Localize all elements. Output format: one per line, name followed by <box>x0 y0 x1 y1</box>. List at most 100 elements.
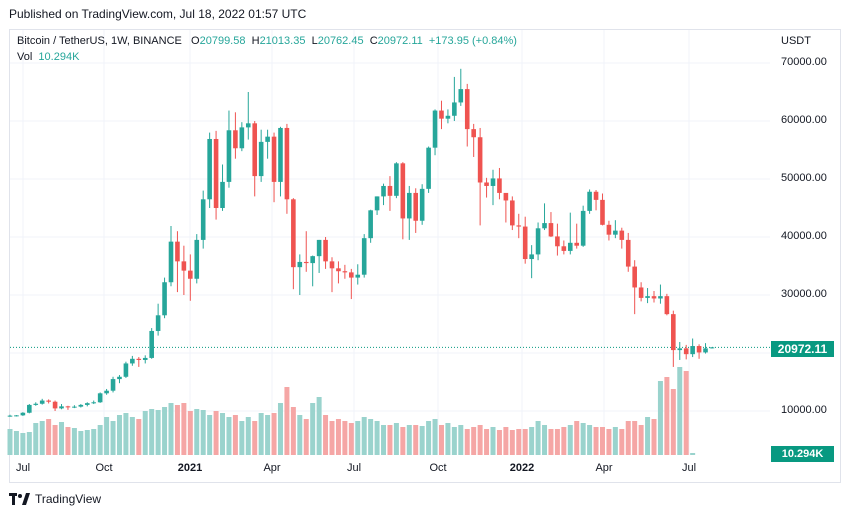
volume-bar <box>7 429 13 455</box>
price-tick-label: 40000.00 <box>781 230 827 242</box>
volume-bar <box>438 425 444 455</box>
volume-bar <box>670 389 676 455</box>
candle-body <box>510 200 515 226</box>
candle-body <box>374 196 380 211</box>
volume-bar <box>529 427 535 455</box>
candle-body <box>413 192 419 221</box>
volume-bar <box>194 409 200 455</box>
volume-bar <box>664 377 670 455</box>
candle-body <box>632 266 637 288</box>
volume-bar <box>97 425 103 455</box>
volume-bar <box>129 417 135 455</box>
candle-body <box>149 330 154 358</box>
candle-body <box>561 246 567 251</box>
change-value: +173.95 (+0.84%) <box>428 35 517 47</box>
symbol-name: Bitcoin / TetherUS, 1W, BINANCE <box>17 35 182 47</box>
volume-bar <box>316 397 322 455</box>
volume-bar <box>290 407 296 455</box>
volume-bar <box>84 430 90 455</box>
volume-bar <box>277 403 283 455</box>
price-tick-label: 60000.00 <box>781 114 827 126</box>
volume-bar <box>567 425 573 455</box>
candle-body <box>355 274 361 278</box>
candle-body <box>593 191 599 200</box>
candle-body <box>484 182 489 186</box>
volume-bar <box>116 415 122 455</box>
open-value: 20799.58 <box>199 35 246 47</box>
candle-body <box>381 185 386 197</box>
time-tick-label: Oct <box>429 462 447 474</box>
volume-bar <box>484 429 490 455</box>
volume-bar <box>464 429 470 455</box>
candle-body <box>130 358 135 364</box>
volume-bar <box>645 417 651 455</box>
candle-body <box>606 224 612 235</box>
volume-bar <box>355 421 361 455</box>
candle-body <box>529 254 534 260</box>
volume-bar <box>381 425 387 455</box>
candle-body <box>503 192 509 201</box>
candle-body <box>709 347 715 349</box>
volume-bar <box>168 403 174 455</box>
candle-body <box>278 127 283 182</box>
candle-body <box>703 348 708 353</box>
candle-body <box>20 412 26 416</box>
candle-body <box>316 239 322 257</box>
candle-body <box>52 401 58 409</box>
volume-bar <box>406 425 412 455</box>
volume-bar <box>13 431 19 455</box>
candle-body <box>613 230 618 235</box>
candle-body <box>406 192 412 219</box>
candle-body <box>136 358 142 360</box>
candle-body <box>677 348 683 351</box>
candle-body <box>72 406 77 408</box>
volume-bar <box>123 413 129 455</box>
volume-bar <box>387 425 393 455</box>
low-label: L <box>311 35 318 47</box>
volume-bar <box>303 419 309 455</box>
candle-body <box>59 406 64 409</box>
candle-body <box>78 404 84 407</box>
candle-body <box>258 141 264 177</box>
volume-bar <box>52 425 58 455</box>
candle-body <box>155 315 161 331</box>
volume-bar <box>59 422 65 455</box>
volume-bar <box>181 403 187 455</box>
volume-bar <box>26 432 32 455</box>
tradingview-logo[interactable]: TradingView <box>9 492 101 506</box>
time-tick-label: Jul <box>15 462 31 474</box>
volume-bar <box>548 429 554 455</box>
volume-bar <box>142 411 148 455</box>
candle-body <box>497 178 502 193</box>
candle-body <box>574 242 580 246</box>
volume-bar <box>612 427 618 455</box>
volume-bar <box>323 415 329 455</box>
close-label: C <box>369 35 378 47</box>
volume-bar <box>213 411 219 455</box>
volume-bar <box>239 421 245 455</box>
volume-bar <box>593 427 599 455</box>
candle-body <box>181 261 187 271</box>
candle-body <box>535 228 541 255</box>
volume-bar <box>200 410 206 455</box>
candle-body <box>323 239 328 262</box>
candle-body <box>168 241 174 283</box>
price-tick-label: 30000.00 <box>781 288 827 300</box>
candle-body <box>342 271 348 273</box>
volume-bar <box>187 411 193 455</box>
volume-bar <box>535 421 541 455</box>
candle-body <box>239 127 245 149</box>
time-tick-label: Jul <box>681 462 697 474</box>
volume-bar <box>335 419 341 455</box>
candle-body <box>226 130 232 182</box>
candle-body <box>84 403 90 405</box>
candle-body <box>291 199 296 268</box>
candle-body <box>14 415 19 417</box>
volume-bar <box>419 426 425 455</box>
candle-body <box>645 296 650 298</box>
volume-bar <box>91 429 97 455</box>
candle-body <box>123 363 129 377</box>
candle-body <box>33 403 39 405</box>
chart-frame[interactable] <box>9 29 841 483</box>
